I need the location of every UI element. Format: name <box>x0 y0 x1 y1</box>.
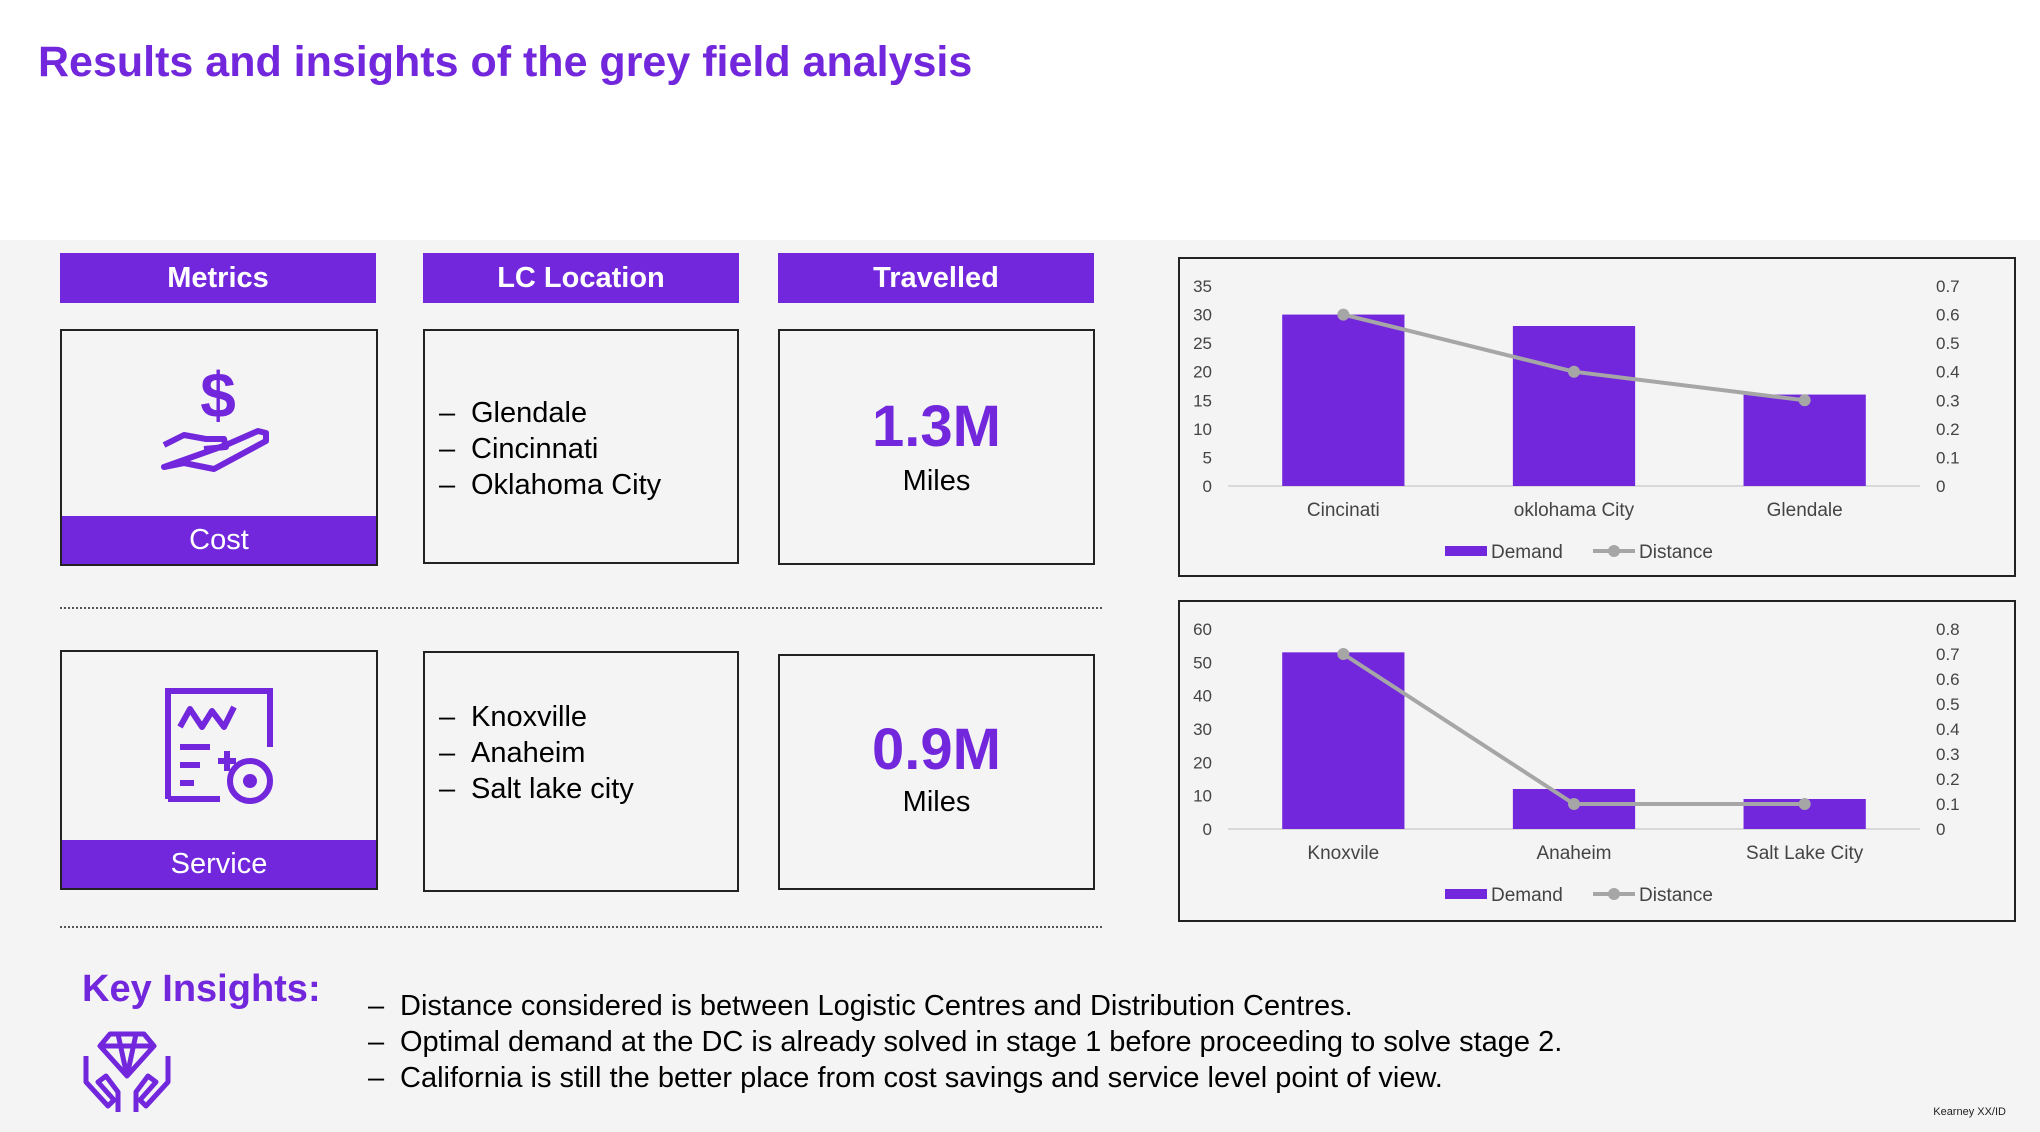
legend-marker-distance <box>1608 888 1620 900</box>
footer-text: Kearney XX/ID <box>1933 1106 2006 1118</box>
x-tick-label: oklohama City <box>1514 500 1635 521</box>
travelled-card-cost: 1.3M Miles <box>778 329 1095 565</box>
y2-tick-label: 0.5 <box>1936 334 1960 353</box>
y-tick-label: 35 <box>1193 277 1212 296</box>
y2-tick-label: 0.3 <box>1936 745 1960 764</box>
y2-tick-label: 0.7 <box>1936 277 1960 296</box>
list-item: – Anaheim <box>439 737 586 769</box>
point-distance <box>1337 648 1350 660</box>
travelled-unit: Miles <box>902 465 971 497</box>
y-tick-label: 40 <box>1193 687 1212 706</box>
metric-card-cost: $ Cost <box>60 329 378 566</box>
list-item: – Salt lake city <box>439 773 634 805</box>
list-item: – California is still the better place fr… <box>368 1062 1443 1094</box>
x-tick-label: Cincinati <box>1307 500 1380 521</box>
legend-label-demand: Demand <box>1491 885 1563 906</box>
point-distance <box>1568 365 1580 378</box>
point-distance <box>1798 394 1811 407</box>
x-tick-label: Anaheim <box>1537 843 1612 864</box>
y2-tick-label: 0.3 <box>1936 391 1960 410</box>
bar-demand <box>1282 652 1405 829</box>
y-tick-label: 5 <box>1203 448 1212 467</box>
list-item: – Glendale <box>439 397 588 429</box>
row-divider <box>60 926 1102 928</box>
travelled-unit: Miles <box>902 786 971 818</box>
y2-tick-label: 0.6 <box>1936 670 1960 689</box>
point-distance <box>1798 798 1811 810</box>
header-travelled: Travelled <box>778 253 1094 303</box>
legend-swatch-demand <box>1445 546 1487 556</box>
legend-label-demand: Demand <box>1491 542 1563 563</box>
y2-tick-label: 0.1 <box>1936 795 1960 814</box>
header-metrics: Metrics <box>60 253 376 303</box>
travelled-value: 0.9M <box>872 717 1001 782</box>
x-tick-label: Salt Lake City <box>1746 843 1864 864</box>
list-item: – Distance considered is between Logistic… <box>368 990 1353 1022</box>
chart-service-svg: 0 10 20 30 40 50 60 0 0.1 0.2 0.3 0.4 0.5 0.6 0.7 0.8 Kn… <box>1193 620 1960 906</box>
location-card-service: – Knoxville – Anaheim – Salt lake city <box>423 651 739 892</box>
y-tick-label: 20 <box>1193 753 1212 772</box>
chart-service: 0 10 20 30 40 50 60 0 0.1 0.2 0.3 0.4 0.5 0.6 0.7 0.8 Kn… <box>1178 600 2016 922</box>
location-card-cost: – Glendale – Cincinnati – Oklahoma City <box>423 329 739 564</box>
header-lc-location: LC Location <box>423 253 739 303</box>
x-tick-label: Knoxvile <box>1307 843 1379 864</box>
y2-tick-label: 0.4 <box>1936 363 1960 382</box>
travelled-value: 1.3M <box>872 394 1001 459</box>
y-tick-label: 50 <box>1193 653 1212 672</box>
metric-label: Service <box>62 840 376 888</box>
metric-label: Cost <box>62 516 376 564</box>
y-tick-label: 10 <box>1193 787 1212 806</box>
y-tick-label: 30 <box>1193 720 1212 739</box>
list-item: – Optimal demand at the DC is already sol… <box>368 1026 1563 1058</box>
y2-tick-label: 0.4 <box>1936 720 1960 739</box>
y-tick-label: 0 <box>1203 820 1212 839</box>
key-insights-list: – Distance considered is between Logistic… <box>368 988 1562 1096</box>
metric-card-service: Service <box>60 650 378 890</box>
y2-tick-label: 0.2 <box>1936 420 1960 439</box>
y-tick-label: 15 <box>1193 391 1212 410</box>
bar-demand <box>1512 326 1636 486</box>
legend-swatch-demand <box>1445 889 1487 899</box>
y-tick-label: 25 <box>1193 334 1212 353</box>
x-tick-label: Glendale <box>1767 500 1843 521</box>
svg-text:$: $ <box>200 359 236 431</box>
y-tick-label: 10 <box>1193 420 1212 439</box>
y-tick-label: 20 <box>1193 363 1212 382</box>
legend-label-distance: Distance <box>1639 885 1713 906</box>
page-title: Results and insights of the grey field a… <box>38 38 973 86</box>
service-chart-gear-icon <box>165 688 273 804</box>
y2-tick-label: 0 <box>1936 820 1945 839</box>
point-distance <box>1337 308 1350 321</box>
list-item: – Cincinnati <box>439 433 599 465</box>
line-distance <box>1342 652 1805 806</box>
y-tick-label: 30 <box>1193 306 1212 325</box>
legend-label-distance: Distance <box>1639 542 1713 563</box>
hand-dollar-icon: $ <box>161 359 269 472</box>
y-tick-label: 0 <box>1203 477 1212 496</box>
y2-tick-label: 0.6 <box>1936 306 1960 325</box>
travelled-card-service: 0.9M Miles <box>778 654 1095 890</box>
y2-tick-label: 0.8 <box>1936 620 1960 639</box>
y2-tick-label: 0.2 <box>1936 770 1960 789</box>
key-insights-title: Key Insights: <box>82 968 321 1010</box>
list-item: – Oklahoma City <box>439 469 662 501</box>
location-list: – Glendale – Cincinnati – Oklahoma City <box>439 395 731 503</box>
hands-diamond-icon <box>83 1031 171 1112</box>
bar-demand <box>1743 394 1866 486</box>
y-tick-label: 60 <box>1193 620 1212 639</box>
row-divider <box>60 607 1102 609</box>
bar-demand <box>1282 314 1405 486</box>
y2-tick-label: 0 <box>1936 477 1945 496</box>
y2-tick-label: 0.5 <box>1936 695 1960 714</box>
y2-tick-label: 0.7 <box>1936 645 1960 664</box>
location-list: – Knoxville – Anaheim – Salt lake city <box>439 699 731 807</box>
legend-marker-distance <box>1608 545 1620 557</box>
chart-cost-svg: 0 5 10 15 20 25 30 35 0 0.1 0.2 0.3 0.4 0.5 0.6 0.7 Cinc… <box>1193 277 1960 563</box>
point-distance <box>1568 798 1580 810</box>
y2-tick-label: 0.1 <box>1936 448 1960 467</box>
list-item: – Knoxville <box>439 701 588 733</box>
chart-cost: 0 5 10 15 20 25 30 35 0 0.1 0.2 0.3 0.4 0.5 0.6 0.7 Cinc… <box>1178 257 2016 577</box>
